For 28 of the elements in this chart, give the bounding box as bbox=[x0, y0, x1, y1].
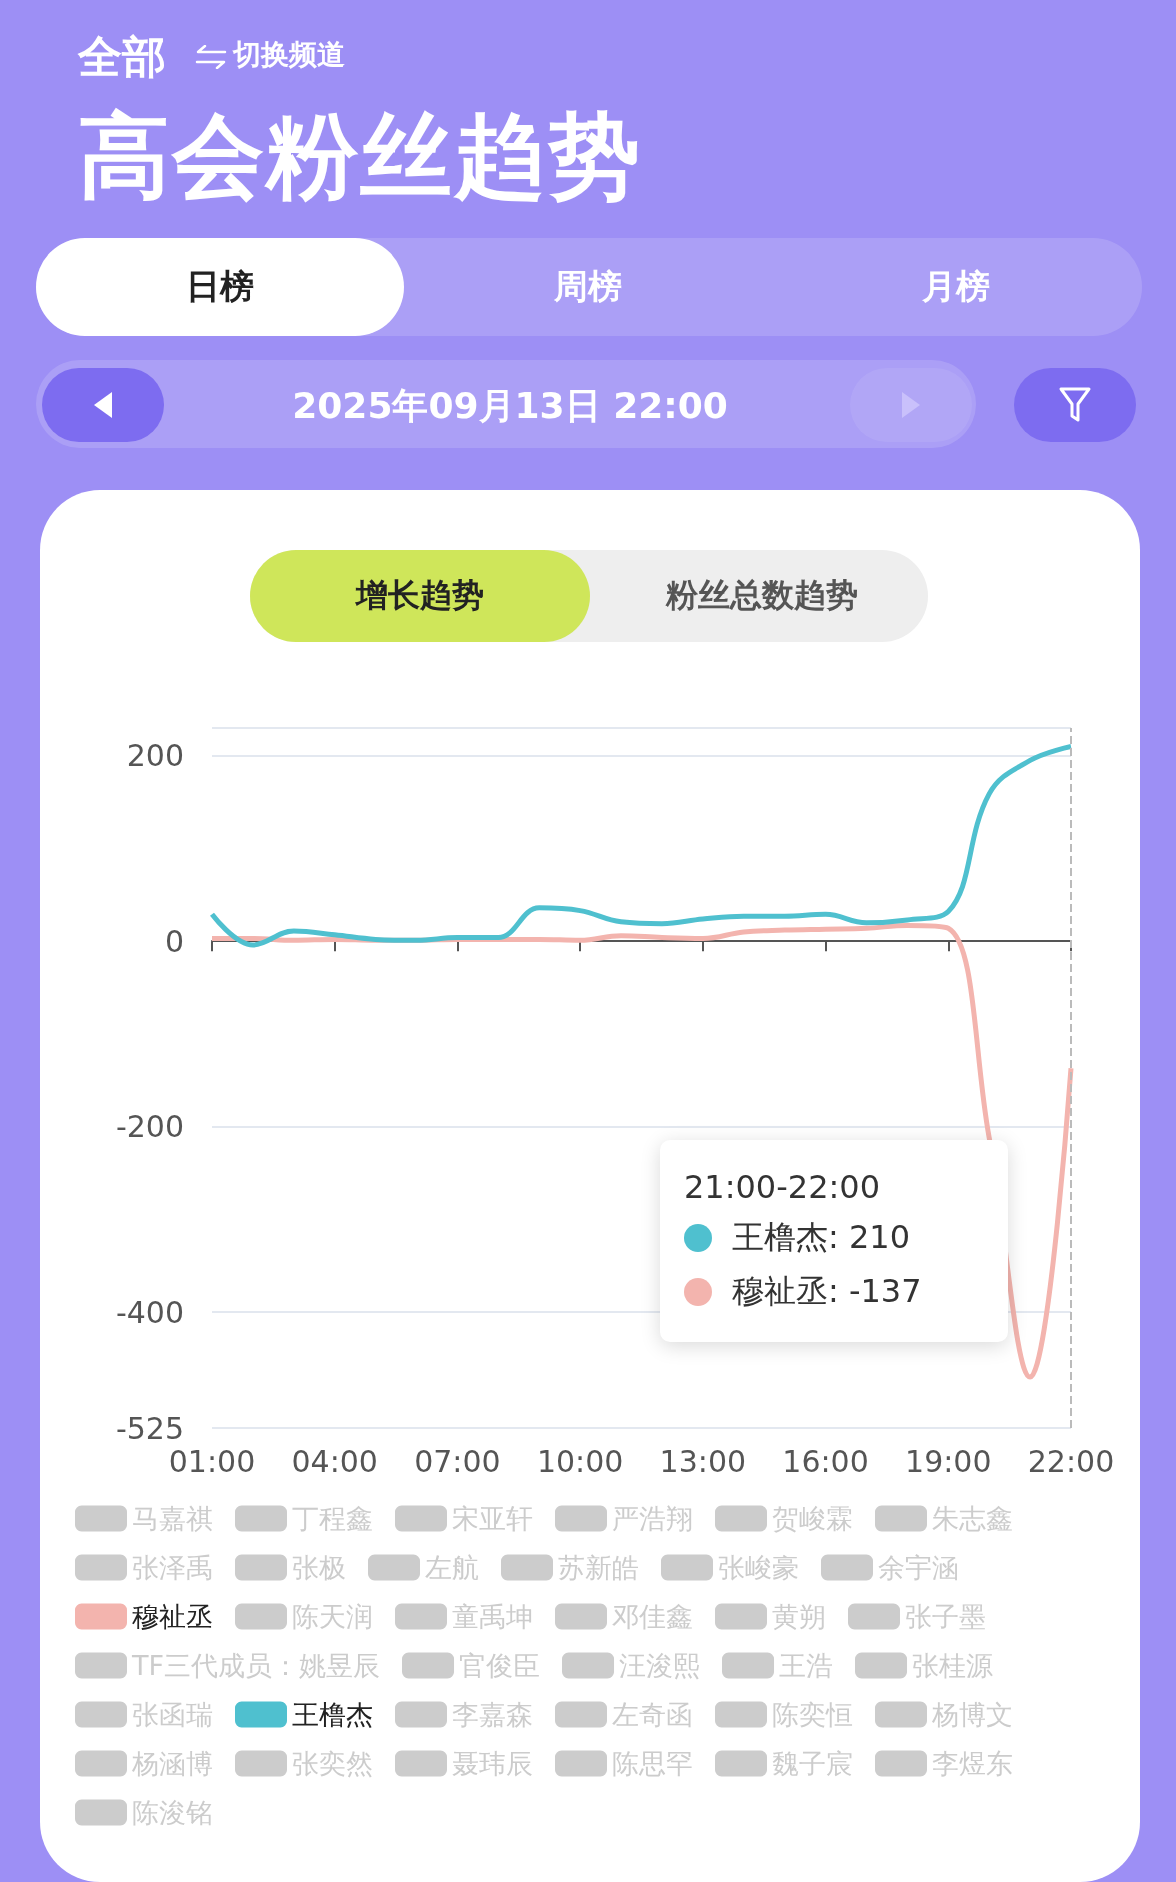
x-tick-label: 16:00 bbox=[782, 1443, 869, 1479]
chart-subtitle: 2025年09月13日 22:00 bbox=[291, 384, 729, 428]
x-tick-label: 01:00 bbox=[168, 1443, 256, 1479]
legend-label: 穆祉丞 bbox=[132, 1601, 213, 1632]
chart-title: 高会粉丝趋势 bbox=[78, 102, 642, 212]
text: 日榜 bbox=[36, 238, 404, 336]
y-tick-label: -200 bbox=[115, 1109, 184, 1145]
text: 切换频道 bbox=[233, 37, 345, 73]
legend-label: 王橹杰 bbox=[292, 1699, 373, 1730]
annotation: 穆祉丞: -137 bbox=[732, 1271, 922, 1312]
text: 增长趋势 bbox=[250, 550, 590, 642]
text: 月榜 bbox=[921, 265, 991, 308]
text: 粉丝总数趋势 bbox=[666, 576, 858, 614]
x-tick-label: 19:00 bbox=[905, 1443, 992, 1479]
text: 周榜 bbox=[553, 265, 623, 308]
x-tick-label: 13:00 bbox=[659, 1443, 747, 1479]
y-tick-label: 0 bbox=[164, 923, 184, 959]
y-tick-label: -400 bbox=[115, 1294, 184, 1330]
annotation: 21:00-22:00 bbox=[684, 1168, 880, 1206]
x-tick-label: 04:00 bbox=[291, 1443, 378, 1479]
x-tick-label: 22:00 bbox=[1027, 1443, 1115, 1479]
y-tick-label: -525 bbox=[115, 1410, 184, 1446]
y-tick-label: 200 bbox=[126, 738, 184, 774]
x-tick-label: 10:00 bbox=[536, 1443, 624, 1479]
tooltip-card: 21:00-22:00 王橹杰: 210 穆祉丞: -137 bbox=[660, 1140, 1008, 1342]
text: 全部 bbox=[78, 30, 166, 84]
x-tick-label: 07:00 bbox=[414, 1443, 501, 1479]
annotation: 王橹杰: 210 bbox=[732, 1217, 911, 1258]
